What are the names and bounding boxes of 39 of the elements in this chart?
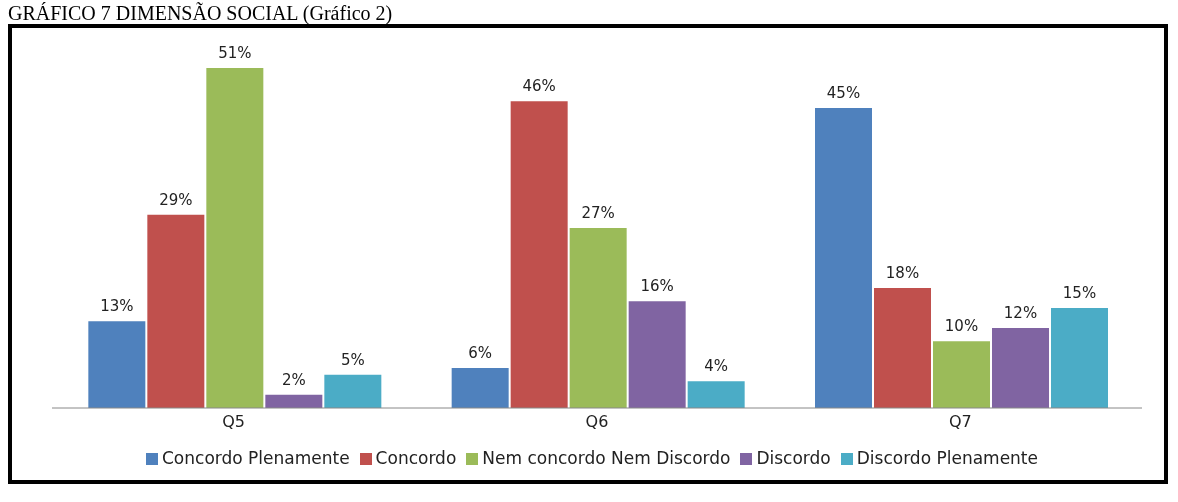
data-label: 16% — [640, 277, 674, 296]
bar — [451, 368, 509, 408]
bar — [815, 108, 872, 408]
data-label: 6% — [468, 344, 493, 362]
data-label: 46% — [522, 77, 556, 96]
bar — [874, 288, 931, 408]
data-label: 27% — [581, 204, 615, 222]
x-tick-label: Q5 — [222, 412, 246, 432]
data-label: 29% — [159, 190, 193, 209]
bar — [88, 321, 146, 408]
bar — [147, 214, 205, 408]
legend-label: Concordo Plenamente — [161, 448, 350, 468]
x-tick-label: Q7 — [948, 412, 972, 432]
data-label: 10% — [944, 317, 979, 336]
data-label: 12% — [1003, 304, 1038, 322]
bar — [510, 101, 568, 408]
data-label: 13% — [100, 297, 134, 316]
legend-label: Discordo — [756, 448, 831, 468]
chart-title: GRÁFICO 7 DIMENSÃO SOCIAL (Gráfico 2) — [8, 2, 394, 24]
bar — [992, 328, 1049, 408]
bar — [687, 381, 745, 408]
bar — [1051, 308, 1108, 408]
bar — [933, 341, 990, 408]
bar — [628, 301, 686, 408]
legend-label: Nem concordo Nem Discordo — [482, 448, 731, 468]
data-label: 5% — [340, 350, 365, 369]
bar — [206, 68, 264, 408]
bar — [324, 374, 382, 408]
data-label: 51% — [218, 44, 252, 62]
legend-label: Concordo — [375, 448, 457, 468]
x-tick-label: Q6 — [585, 412, 609, 432]
data-label: 45% — [826, 84, 861, 102]
bar — [569, 228, 627, 408]
data-label: 18% — [885, 264, 920, 282]
bar — [265, 394, 323, 408]
data-label: 2% — [281, 370, 306, 389]
legend-label: Discordo Plenamente — [856, 448, 1038, 468]
data-label: 4% — [704, 357, 729, 376]
data-label: 15% — [1062, 284, 1097, 302]
